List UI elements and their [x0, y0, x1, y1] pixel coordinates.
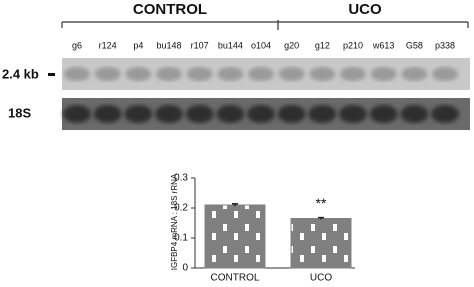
blot-band — [125, 67, 152, 81]
lane-label: p338 — [435, 40, 455, 50]
lane-label: bu148 — [156, 40, 181, 50]
blot-band — [186, 67, 213, 81]
lane-label: G58 — [406, 40, 423, 50]
lane-label: w613 — [372, 40, 395, 50]
group-label: CONTROL — [133, 1, 207, 18]
bar — [290, 218, 352, 269]
blot-band — [217, 67, 244, 81]
blot-band — [64, 67, 90, 81]
blot-band — [308, 105, 337, 123]
lane-label: p4 — [133, 40, 143, 50]
y-tick-label: 0.2 — [174, 203, 188, 214]
blot-band — [155, 105, 183, 123]
y-tick-label: 0 — [182, 263, 188, 274]
lane-label: o104 — [251, 40, 271, 50]
lane-label: r107 — [191, 40, 209, 50]
blot-band — [278, 67, 305, 81]
blot-band — [432, 67, 458, 81]
lane-label: g6 — [72, 40, 82, 50]
blot-band — [94, 67, 121, 81]
blot-band — [93, 105, 122, 123]
y-axis-label: IGFBP4 mRNA : 18S rRNA — [170, 173, 179, 270]
x-tick-label: CONTROL — [211, 273, 260, 284]
lane-label: p210 — [343, 40, 363, 50]
blot-band — [431, 105, 459, 123]
marker-label: 18S — [8, 105, 31, 120]
blot-band — [340, 67, 366, 81]
blot-band — [185, 105, 214, 123]
annotation: ** — [316, 195, 327, 211]
lane-label: g20 — [284, 40, 299, 50]
marker-label: 2.4 kb — [2, 66, 39, 81]
blot-band — [400, 105, 429, 123]
lane-label: bu144 — [218, 40, 243, 50]
blot-band — [277, 105, 306, 123]
blot-band — [339, 105, 367, 123]
bar — [204, 204, 266, 269]
blot-band — [247, 105, 275, 123]
y-tick-label: 0.1 — [174, 233, 188, 244]
blot-band — [216, 105, 245, 123]
lane-label: g12 — [315, 40, 330, 50]
blot-band — [248, 67, 274, 81]
marker-tick — [48, 73, 55, 76]
blot-band — [370, 67, 397, 81]
lane-label: r124 — [99, 40, 117, 50]
blot-band — [156, 67, 182, 81]
x-tick-label: UCO — [310, 273, 332, 284]
group-label: UCO — [348, 1, 382, 18]
blot-band — [309, 67, 336, 81]
bracket — [61, 20, 469, 30]
blot-band — [401, 67, 428, 81]
blot-band — [369, 105, 398, 123]
y-tick-label: 0.3 — [174, 173, 188, 184]
blot-band — [63, 105, 91, 123]
blot-band — [124, 105, 153, 123]
